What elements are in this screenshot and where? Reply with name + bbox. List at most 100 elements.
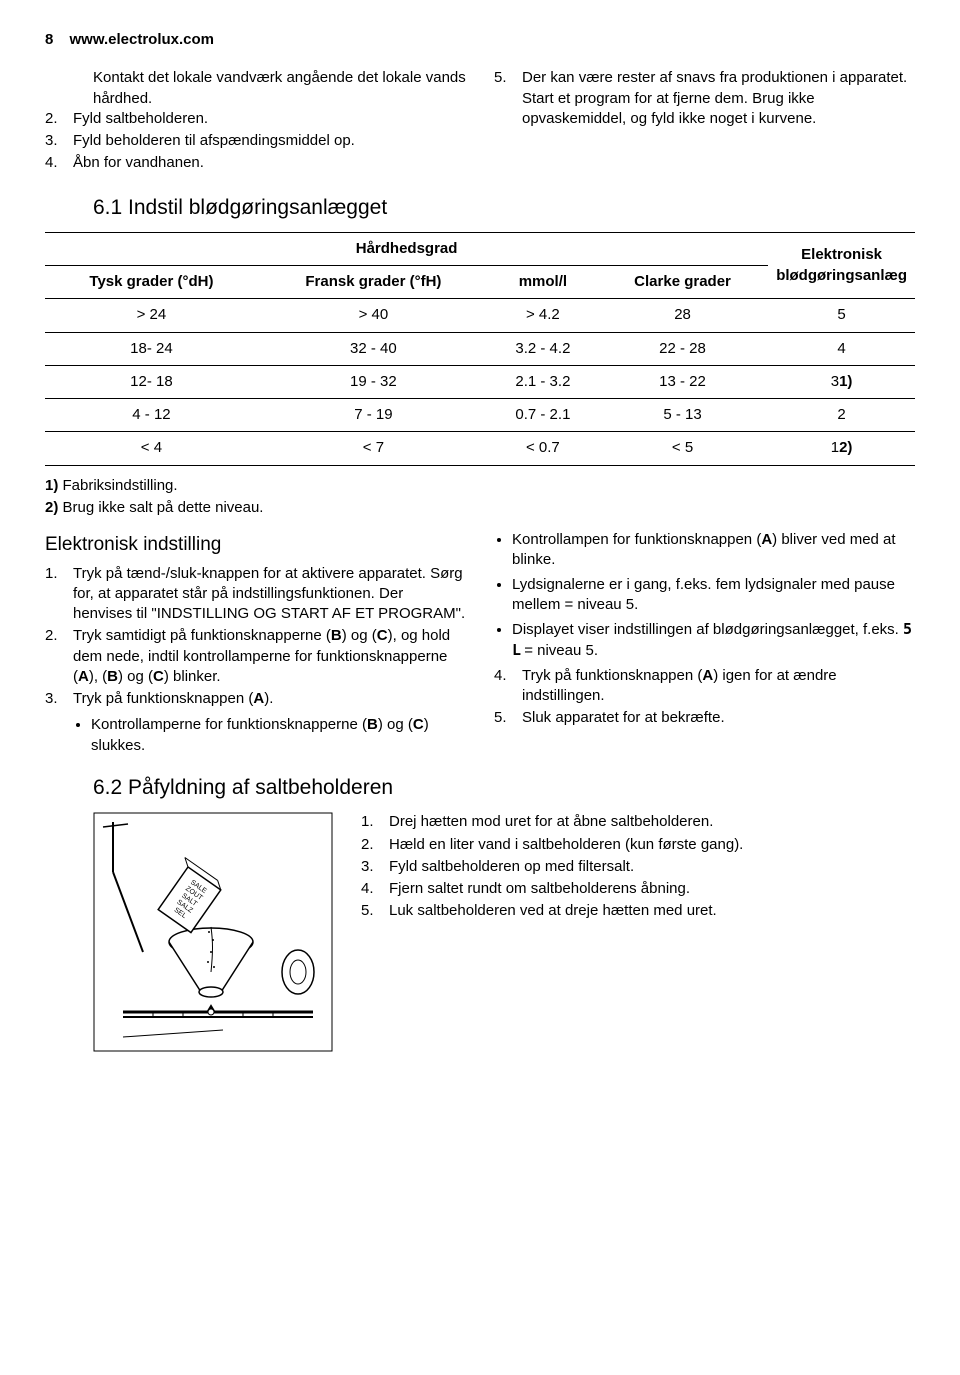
- table-cell: > 4.2: [489, 299, 597, 332]
- list-item: 4.Åbn for vandhanen.: [45, 153, 466, 173]
- intro-left-list: 2.Fyld saltbeholderen.3.Fyld beholderen …: [45, 109, 466, 174]
- list-number: 1.: [361, 812, 389, 832]
- electronic-sub-bullets: Kontrollamperne for funktionsknapperne (…: [73, 715, 466, 756]
- list-text: Kontrollampen for funktionsknappen (A) b…: [512, 531, 896, 568]
- table-cell: 12): [768, 432, 915, 465]
- list-number: 5.: [494, 68, 522, 129]
- table-cell: 4: [768, 332, 915, 365]
- table-row: 12- 1819 - 322.1 - 3.213 - 2231): [45, 365, 915, 398]
- table-cell: 31): [768, 365, 915, 398]
- electronic-right-steps: 4.Tryk på funktionsknappen (A) igen for …: [494, 666, 915, 729]
- list-text: Fyld saltbeholderen.: [73, 109, 208, 129]
- list-text: Sluk apparatet for at bekræfte.: [522, 708, 725, 728]
- list-item: 2.Tryk samtidigt på funktionsknapperne (…: [45, 626, 466, 687]
- table-header: mmol/l: [489, 266, 597, 299]
- list-number: 2.: [361, 835, 389, 855]
- list-text: Tryk på funktionsknappen (A).: [73, 689, 273, 709]
- intro-left: Kontakt det lokale vandværk angående det…: [45, 68, 466, 179]
- list-text: Kontrollamperne for funktionsknapperne (…: [91, 716, 429, 753]
- table-header-col5: Elektronisk blødgøringsanlæg: [768, 232, 915, 299]
- list-item: 1.Drej hætten mod uret for at åbne saltb…: [361, 812, 915, 832]
- table-cell: 28: [597, 299, 768, 332]
- list-item: 2.Fyld saltbeholderen.: [45, 109, 466, 129]
- heading-6-1: 6.1 Indstil blødgøringsanlægget: [93, 194, 915, 222]
- list-item: 5.Sluk apparatet for at bekræfte.: [494, 708, 915, 728]
- list-text: Tryk på funktionsknappen (A) igen for at…: [522, 666, 915, 707]
- list-text: Fyld saltbeholderen op med filtersalt.: [389, 857, 634, 877]
- list-item: Lydsignalerne er i gang, f.eks. fem lyds…: [512, 575, 915, 616]
- footnote-1: 1) Fabriksindstilling.: [45, 476, 915, 496]
- salt-section: SALEZOUTSALTSALZSEL 1.Drej hætten mod ur…: [45, 812, 915, 1052]
- list-text: Tryk samtidigt på funktionsknapperne (B)…: [73, 626, 466, 687]
- table-cell: 0.7 - 2.1: [489, 399, 597, 432]
- salt-diagram: SALEZOUTSALTSALZSEL: [93, 812, 333, 1052]
- intro-right: 5. Der kan være rester af snavs fra prod…: [494, 68, 915, 179]
- site-url: www.electrolux.com: [70, 31, 215, 48]
- electronic-right-bullets: Kontrollampen for funktionsknappen (A) b…: [494, 530, 915, 662]
- table-cell: 5: [768, 299, 915, 332]
- list-item: 4.Fjern saltet rundt om saltbeholderens …: [361, 879, 915, 899]
- list-number: 3.: [45, 131, 73, 151]
- table-header: Fransk grader (°fH): [258, 266, 489, 299]
- list-text: Hæld en liter vand i saltbeholderen (kun…: [389, 835, 743, 855]
- electronic-left: Elektronisk indstilling 1.Tryk på tænd-/…: [45, 526, 466, 760]
- table-row: 4 - 127 - 190.7 - 2.15 - 132: [45, 399, 915, 432]
- salt-steps: 1.Drej hætten mod uret for at åbne saltb…: [361, 812, 915, 921]
- electronic-heading: Elektronisk indstilling: [45, 532, 466, 558]
- table-cell: 7 - 19: [258, 399, 489, 432]
- electronic-columns: Elektronisk indstilling 1.Tryk på tænd-/…: [45, 526, 915, 760]
- table-cell: 5 - 13: [597, 399, 768, 432]
- page-number: 8: [45, 31, 53, 48]
- list-number: 2.: [45, 109, 73, 129]
- list-number: 4.: [45, 153, 73, 173]
- table-cell: > 24: [45, 299, 258, 332]
- table-cell: > 40: [258, 299, 489, 332]
- list-number: 3.: [361, 857, 389, 877]
- heading-6-2: 6.2 Påfyldning af saltbeholderen: [93, 774, 915, 802]
- table-cell: 13 - 22: [597, 365, 768, 398]
- page-header: 8 www.electrolux.com: [45, 30, 915, 50]
- electronic-steps: 1.Tryk på tænd-/sluk-knappen for at akti…: [45, 564, 466, 710]
- salt-steps-col: 1.Drej hætten mod uret for at åbne saltb…: [361, 812, 915, 1052]
- list-item: 3.Fyld beholderen til afspændingsmiddel …: [45, 131, 466, 151]
- list-text: Fyld beholderen til afspændingsmiddel op…: [73, 131, 355, 151]
- list-text: Luk saltbeholderen ved at dreje hætten m…: [389, 901, 717, 921]
- table-cell: 32 - 40: [258, 332, 489, 365]
- table-cell: 2.1 - 3.2: [489, 365, 597, 398]
- list-item: 1.Tryk på tænd-/sluk-knappen for at akti…: [45, 564, 466, 625]
- list-text: Åbn for vandhanen.: [73, 153, 204, 173]
- list-text: Tryk på tænd-/sluk-knappen for at aktive…: [73, 564, 466, 625]
- list-item: 3.Tryk på funktionsknappen (A).: [45, 689, 466, 709]
- table-cell: 3.2 - 4.2: [489, 332, 597, 365]
- table-header: Clarke grader: [597, 266, 768, 299]
- table-group-header: Hårdhedsgrad: [45, 232, 768, 265]
- list-number: 2.: [45, 626, 73, 687]
- list-number: 5.: [361, 901, 389, 921]
- table-cell: 4 - 12: [45, 399, 258, 432]
- intro-right-list: 5. Der kan være rester af snavs fra prod…: [494, 68, 915, 129]
- list-number: 3.: [45, 689, 73, 709]
- list-item: Kontrollamperne for funktionsknapperne (…: [91, 715, 466, 756]
- table-row: 18- 2432 - 403.2 - 4.222 - 284: [45, 332, 915, 365]
- table-footnotes: 1) Fabriksindstilling. 2) Brug ikke salt…: [45, 476, 915, 519]
- table-cell: 19 - 32: [258, 365, 489, 398]
- list-item: 4.Tryk på funktionsknappen (A) igen for …: [494, 666, 915, 707]
- table-header: Tysk grader (°dH): [45, 266, 258, 299]
- intro-columns: Kontakt det lokale vandværk angående det…: [45, 68, 915, 179]
- list-text: Displayet viser indstillingen af blødgør…: [512, 621, 911, 659]
- list-text: Drej hætten mod uret for at åbne saltbeh…: [389, 812, 713, 832]
- intro-text: Kontakt det lokale vandværk angående det…: [93, 68, 466, 109]
- table-cell: 12- 18: [45, 365, 258, 398]
- list-item: 3.Fyld saltbeholderen op med filtersalt.: [361, 857, 915, 877]
- list-number: 4.: [494, 666, 522, 707]
- table-cell: 22 - 28: [597, 332, 768, 365]
- hardness-table: Hårdhedsgrad Elektronisk blødgøringsanlæ…: [45, 232, 915, 466]
- electronic-right: Kontrollampen for funktionsknappen (A) b…: [494, 526, 915, 760]
- footnote-2: 2) Brug ikke salt på dette niveau.: [45, 498, 915, 518]
- list-item: 5. Der kan være rester af snavs fra prod…: [494, 68, 915, 129]
- list-text: Lydsignalerne er i gang, f.eks. fem lyds…: [512, 576, 895, 613]
- table-row: < 4< 7< 0.7< 512): [45, 432, 915, 465]
- list-text: Fjern saltet rundt om saltbeholderens åb…: [389, 879, 690, 899]
- table-cell: 18- 24: [45, 332, 258, 365]
- table-cell: 2: [768, 399, 915, 432]
